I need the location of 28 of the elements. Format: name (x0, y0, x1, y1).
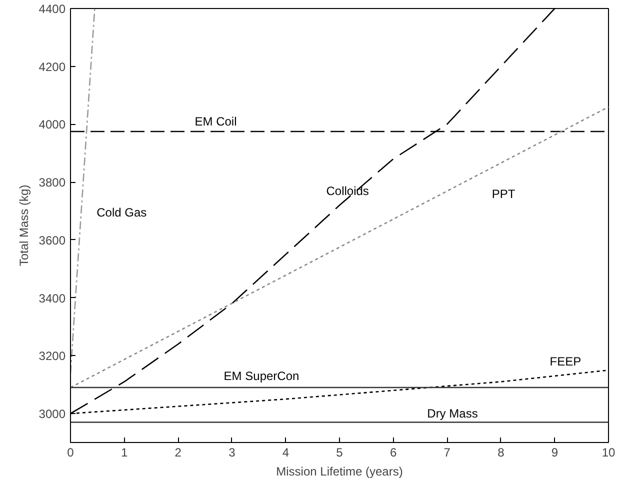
x-tick-label: 0 (67, 446, 74, 460)
series-label: Dry Mass (427, 406, 478, 420)
x-tick-label: 5 (336, 446, 344, 460)
x-tick-label: 6 (390, 446, 397, 460)
series-label: FEEP (550, 354, 582, 368)
y-tick-label: 3000 (38, 407, 66, 422)
series-label: EM Coil (194, 114, 237, 128)
x-tick-label: 1 (120, 446, 128, 460)
series-label: Colloids (326, 184, 369, 198)
x-tick-label: 10 (602, 446, 616, 460)
y-tick-label: 3400 (38, 291, 66, 306)
x-tick-label: 8 (498, 446, 505, 460)
y-tick-label: 3200 (38, 349, 66, 364)
y-tick-label: 4400 (38, 2, 66, 16)
x-tick-label: 2 (174, 446, 182, 460)
y-tick-label: 3800 (38, 176, 66, 190)
series-label: EM SuperCon (224, 369, 300, 384)
x-tick-label: 7 (444, 446, 451, 460)
y-tick-label: 4200 (38, 60, 66, 74)
x-axis-title: Mission Lifetime (years) (276, 464, 403, 478)
y-tick-label: 3600 (38, 233, 66, 248)
y-tick-label: 4000 (38, 118, 66, 132)
series-label: Cold Gas (96, 205, 147, 220)
x-tick-label: 4 (282, 446, 290, 460)
series-label: PPT (492, 186, 516, 201)
x-tick-label: 9 (551, 446, 558, 460)
x-tick-label: 3 (228, 446, 236, 460)
y-axis-title: Total Mass (kg) (16, 184, 31, 266)
